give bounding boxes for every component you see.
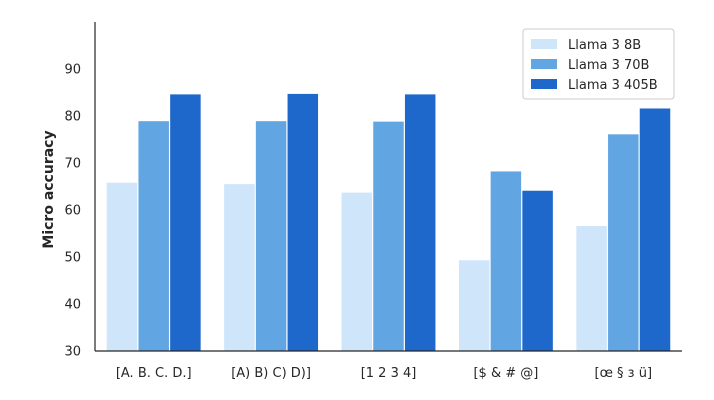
bar <box>639 108 671 351</box>
y-tick-label: 80 <box>64 110 81 125</box>
bar <box>106 182 138 351</box>
y-tick-label: 70 <box>64 157 81 172</box>
y-ticks-group: 30 40 50 60 70 80 90 <box>64 63 81 360</box>
x-tick-label: [$ & # @] <box>473 366 538 381</box>
bar <box>287 93 319 351</box>
bar <box>373 121 404 351</box>
y-tick-label: 60 <box>64 204 81 219</box>
bar <box>404 94 436 351</box>
bar <box>608 134 639 351</box>
legend-label: Llama 3 8B <box>568 38 641 53</box>
y-tick-label: 50 <box>64 251 81 266</box>
legend-box <box>522 28 675 100</box>
legend-label: Llama 3 405B <box>568 78 658 93</box>
y-tick-label: 40 <box>64 298 81 313</box>
x-ticks-group: [A. B. C. D.] [A) B) C) D)] [1 2 3 4] [$ & … <box>116 366 652 381</box>
bars-group <box>106 93 671 351</box>
x-tick-label: [A. B. C. D.] <box>116 366 192 381</box>
y-axis-title: Micro accuracy <box>41 130 57 248</box>
bar <box>522 190 553 351</box>
y-tick-label: 30 <box>64 345 81 360</box>
legend-swatch <box>531 39 557 49</box>
bar <box>138 121 169 351</box>
legend-swatch <box>531 59 557 69</box>
bar <box>170 94 201 351</box>
bar <box>576 225 607 351</box>
bar <box>490 171 522 351</box>
legend-label: Llama 3 70B <box>568 58 649 73</box>
x-tick-label: [1 2 3 4] <box>361 366 417 381</box>
bar <box>341 192 373 351</box>
bar <box>224 184 255 351</box>
x-tick-label: [A) B) C) D)] <box>231 366 311 381</box>
y-tick-label: 90 <box>64 63 81 78</box>
bar <box>255 121 287 351</box>
x-tick-label: [œ § з ü] <box>595 366 653 381</box>
legend-swatch <box>531 79 557 89</box>
bar <box>458 260 490 351</box>
legend: Llama 3 8B Llama 3 70B Llama 3 405B <box>522 28 675 100</box>
